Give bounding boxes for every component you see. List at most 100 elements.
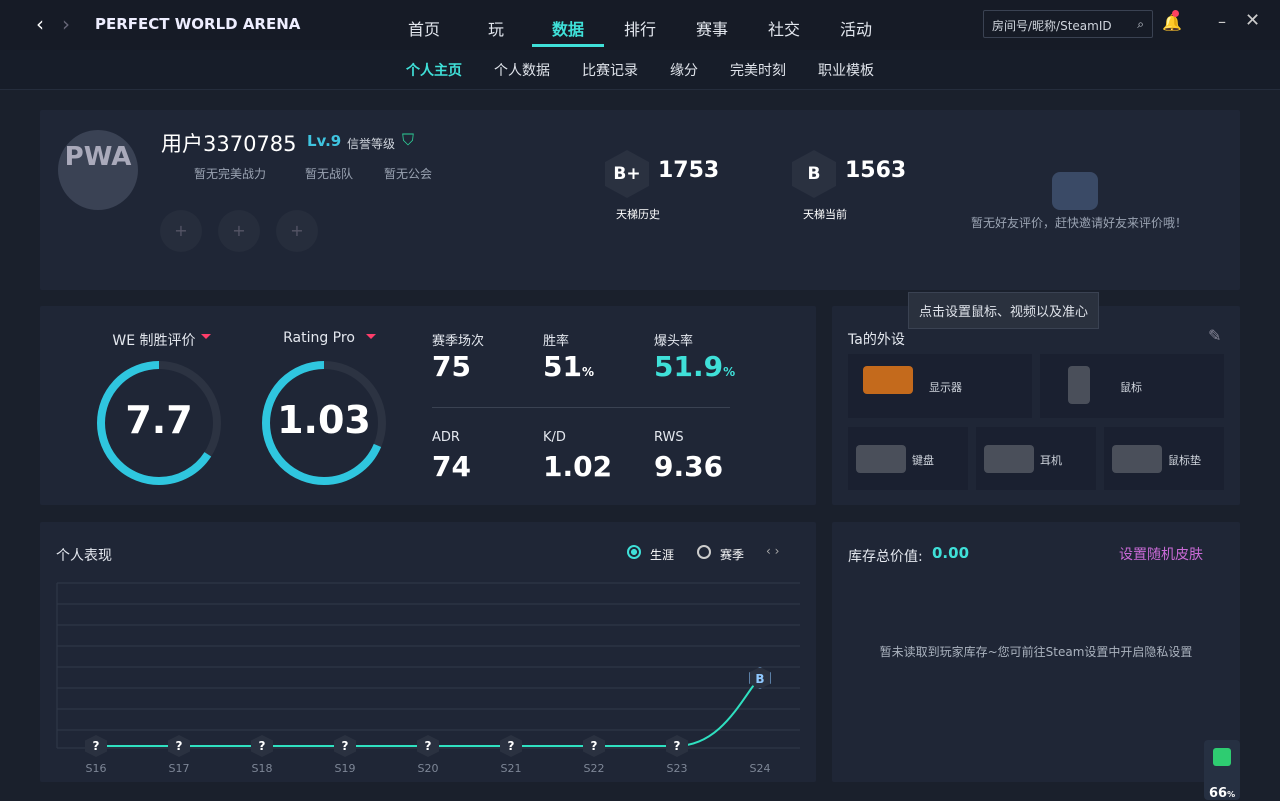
stat-label: K/D [543,430,566,445]
gear-slot[interactable]: 显示器 [848,354,1032,418]
shield-icon [1213,748,1231,766]
rank-marker: ? [500,735,522,757]
gear-label: 鼠标 [1120,381,1142,394]
prev[interactable]: ‹ › [766,544,780,558]
gear-slot[interactable]: 耳机 [976,427,1096,490]
gear-panel: Ta的外设 ✎ 显示器 鼠标键盘 耳机 鼠标垫 [832,306,1240,505]
stat-value: 1.02 [543,450,612,483]
shield-unit: % [1227,790,1236,799]
season-label: S23 [666,762,688,775]
slot[interactable]: + [218,210,260,252]
inventory-notice: 暂未读取到玩家库存~您可前往Steam设置中开启隐私设置 [879,645,1193,659]
stats-panel: WE 制胜评价 7.7 Rating Pro 1.03 赛季场次 75 胜率 51% 爆头率 5… [40,306,816,505]
season-label: S16 [85,762,107,775]
rank-icon: B+ [605,150,649,198]
sub-nav-item[interactable]: 完美时刻 [730,63,786,79]
inventory-panel: 库存总价值: 0.00 设置随机皮肤 暂未读取到玩家库存~您可前往Steam设置… [832,522,1240,782]
rank-marker: ? [168,735,190,757]
search[interactable]: 房间号/昵称/SteamID ⌕ [983,10,1153,38]
random-skin[interactable]: 设置随机皮肤 [1119,547,1203,563]
rank-marker: B [749,667,771,689]
level: Lv.9 [307,132,342,150]
rank-marker: ? [85,735,107,757]
rank-marker: ? [334,735,356,757]
rating-label: WE 制胜评价 [112,333,196,349]
gear-slot[interactable]: 鼠标 [1040,354,1224,418]
shield-widget[interactable]: 66% [1204,740,1240,801]
nav-item[interactable]: 赛事 [695,20,728,39]
ladder-label: 天梯历史 [616,208,660,221]
title-bar: ‹ › PERFECT WORLD ARENA 房间号/昵称/SteamID ⌕ … [0,0,1280,50]
rating-caret [201,334,211,344]
stat-label: ADR [432,430,460,445]
profile-panel: PWA 用户3370785 Lv.9 信誉等级 ⛉ 暂无完美战力 暂无战队 暂无公会… [40,110,1240,290]
gear-image [984,445,1034,473]
stat-label: 爆头率 [654,334,694,349]
badge: 暂无公会 [384,167,433,181]
forward[interactable]: › [62,12,70,36]
user-name: 用户3370785 [161,132,297,156]
close[interactable]: ✕ [1245,10,1261,31]
nav-item[interactable]: 社交 [767,20,800,39]
dot [1172,10,1179,17]
nav-item[interactable]: 排行 [623,20,656,39]
option[interactable]: 赛季 [720,548,745,562]
radio[interactable] [627,545,641,559]
sub-nav-item[interactable]: 缘分 [670,63,698,79]
stat-number: 9.36 [654,450,724,483]
bell[interactable]: 🔔 [1162,13,1182,32]
shield-number: 66 [1209,786,1228,801]
rank-marker: ? [417,735,439,757]
sub-nav-item[interactable]: 职业模板 [818,63,874,79]
badge: 暂无战队 [305,167,354,181]
app-title: PERFECT WORLD ARENA [95,15,301,33]
stat-number: 51.9 [654,350,724,383]
gear-label: 键盘 [912,453,934,467]
option[interactable]: 生涯 [650,548,675,562]
ring-arc [97,361,221,485]
nav-item[interactable]: 玩 [487,20,504,39]
ladder-score: 1753 [658,158,720,183]
gear-image [863,366,913,394]
minimize[interactable]: – [1218,12,1226,31]
rings [97,361,386,485]
sub-bar [0,50,1280,90]
performance-title: 个人表现 [56,548,112,564]
radio[interactable] [697,545,711,559]
season-label: S18 [251,762,273,775]
gear-image [856,445,906,473]
nav-item[interactable]: 活动 [839,20,872,39]
divider [432,407,730,408]
rank-marker: ? [583,735,605,757]
rating-value: 1.03 [277,398,371,442]
sub-nav-item[interactable]: 个人数据 [494,63,550,79]
rank-marker: ? [666,735,688,757]
season-label: S24 [749,762,771,775]
edit[interactable]: ✎ [1208,326,1222,345]
gear-slot[interactable]: 鼠标垫 [1104,427,1224,490]
stat-label: 胜率 [543,334,570,349]
slot[interactable]: + [160,210,202,252]
sub-nav-item[interactable]: 个人主页 [406,63,462,79]
gear-slot[interactable]: 键盘 [848,427,968,490]
gear-title: Ta的外设 [848,332,905,348]
stat-unit: % [581,365,594,379]
grid [56,582,800,749]
performance-panel: 个人表现 生涯 赛季 ‹ › ? S16? S17? S18? S19? S20? S21?… [40,522,816,782]
slot[interactable]: + [276,210,318,252]
season-label: S17 [168,762,190,775]
sub-nav-item[interactable]: 比赛记录 [582,63,638,79]
stat-value: 9.36 [654,450,723,483]
gear-image [1068,366,1090,404]
ladder-score: 1563 [845,158,907,183]
nav-item[interactable]: 首页 [407,20,440,39]
stat-value: 75 [432,350,471,383]
stat-number: 51 [543,350,582,383]
stat-label: RWS [654,430,684,445]
stat-unit: % [723,365,736,379]
nav-item[interactable]: 数据 [551,20,584,39]
stat-value: 51.9% [654,350,735,383]
stat-label: 赛季场次 [432,334,485,349]
back[interactable]: ‹ [36,12,44,36]
stat-number: 74 [432,450,471,483]
